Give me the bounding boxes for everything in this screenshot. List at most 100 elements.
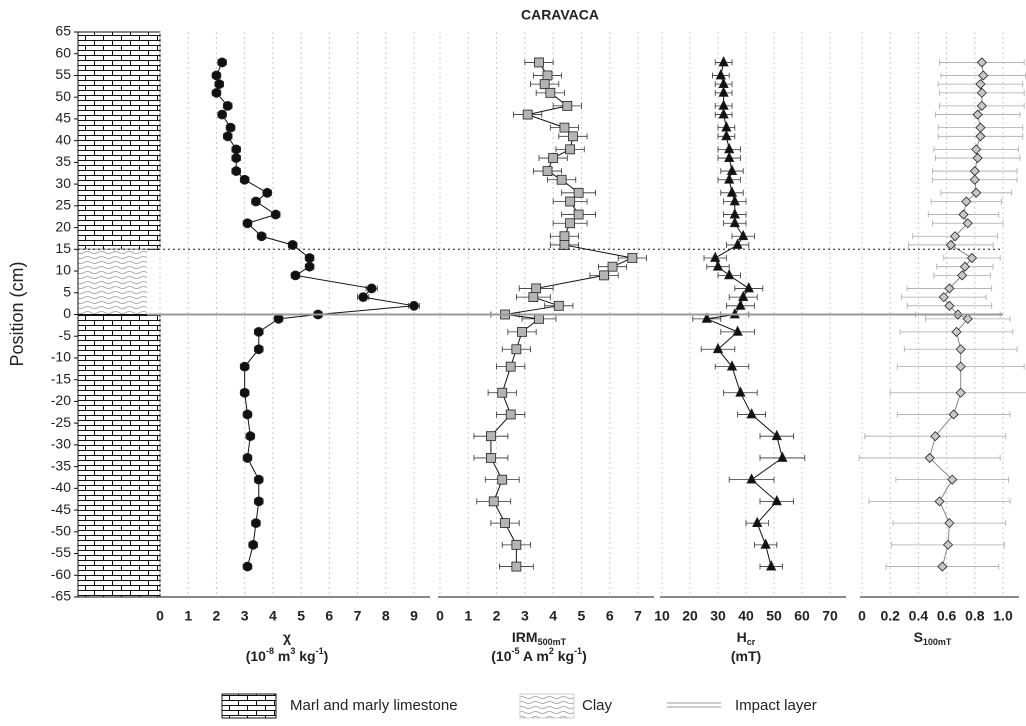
data-point <box>505 361 516 372</box>
data-point <box>701 312 712 323</box>
x-tick-label: 0.6 <box>937 608 957 624</box>
data-point <box>942 539 954 550</box>
x-tick-label: 0.8 <box>965 608 985 624</box>
data-point <box>486 431 496 442</box>
data-point <box>211 87 222 98</box>
label-part: -5 <box>511 646 519 656</box>
data-point <box>242 409 253 420</box>
y-tick-label: -30 <box>51 436 71 452</box>
data-point <box>531 283 542 294</box>
x-tick-label: 2 <box>493 608 501 624</box>
data-point <box>287 240 298 250</box>
lithology-clay <box>78 249 147 315</box>
y-tick-label: 50 <box>55 88 71 104</box>
y-tick-label: 60 <box>55 44 71 60</box>
legend-label: Clay <box>582 697 613 714</box>
y-tick-label: 15 <box>55 240 71 256</box>
y-tick-label: 0 <box>63 305 71 321</box>
data-point <box>718 77 729 89</box>
data-point <box>556 174 567 185</box>
x-tick-label: 5 <box>297 608 305 624</box>
x-tick-label: 4 <box>269 608 277 624</box>
data-point <box>959 261 970 272</box>
y-tick-label: -15 <box>51 370 71 386</box>
data-point <box>627 253 638 263</box>
label-part: (mT) <box>731 648 761 664</box>
data-point <box>760 538 771 549</box>
label-part: 500mT <box>538 637 567 647</box>
x-tick-label: 1 <box>184 608 192 624</box>
data-point <box>497 387 508 398</box>
data-point <box>969 166 980 177</box>
data-point <box>726 360 738 371</box>
y-tick-label: 20 <box>55 218 71 234</box>
data-point <box>565 144 576 155</box>
data-point <box>972 109 983 120</box>
data-point <box>948 409 959 420</box>
data-point <box>534 57 544 68</box>
data-point <box>726 186 738 197</box>
data-point <box>718 108 729 119</box>
y-tick-label: -25 <box>51 414 71 430</box>
data-point <box>253 496 264 507</box>
data-point <box>488 496 499 507</box>
label-part: (10 <box>491 648 511 664</box>
y-tick-label: 55 <box>55 66 71 82</box>
data-point <box>955 361 966 372</box>
label-part: H <box>737 629 747 645</box>
label-part: -8 <box>266 646 274 656</box>
data-point <box>721 121 732 132</box>
data-point <box>976 87 987 98</box>
data-point <box>222 131 233 142</box>
data-point <box>729 208 740 219</box>
data-point <box>239 361 250 372</box>
y-tick-label: 35 <box>55 153 71 169</box>
x-tick-label: 6 <box>325 608 333 624</box>
data-point <box>743 282 754 293</box>
data-point <box>729 216 740 228</box>
data-point <box>562 100 573 111</box>
data-point <box>231 144 242 155</box>
data-point <box>270 209 281 220</box>
data-point <box>607 261 618 272</box>
data-point <box>505 409 516 420</box>
label-part: A m <box>520 648 549 664</box>
data-point <box>975 131 986 142</box>
data-point <box>559 240 570 250</box>
data-point <box>253 474 264 485</box>
label-part: IRM <box>512 629 538 645</box>
lithology-marl <box>77 31 161 250</box>
data-point <box>930 431 941 442</box>
data-point <box>712 260 724 271</box>
x-tick-label: 20 <box>682 608 698 624</box>
data-point <box>955 387 966 398</box>
data-point <box>245 431 256 442</box>
x-tick-label: 60 <box>794 608 810 624</box>
x-tick-label: 0.4 <box>909 608 929 624</box>
x-tick-label: 1.0 <box>993 608 1013 624</box>
label-part: cr <box>747 637 756 647</box>
y-tick-label: 25 <box>55 197 71 213</box>
label-part: χ <box>283 629 291 645</box>
data-point <box>975 122 986 133</box>
label-part: 2 <box>549 646 554 656</box>
label-part: kg <box>554 648 574 664</box>
data-point <box>542 166 553 176</box>
data-point <box>735 299 746 310</box>
data-point <box>251 518 261 529</box>
label-part: (10 <box>246 648 266 664</box>
data-point <box>497 474 508 485</box>
data-point <box>712 342 724 354</box>
data-point <box>545 87 556 98</box>
data-point <box>573 209 584 220</box>
data-point <box>735 386 746 397</box>
data-point <box>732 325 743 336</box>
label-part: 3 <box>290 646 295 656</box>
data-point <box>253 344 264 355</box>
y-tick-label: -50 <box>51 523 71 539</box>
data-point <box>732 238 743 249</box>
x-tick-label: 9 <box>410 608 418 624</box>
label-part: m <box>274 648 290 664</box>
data-point <box>971 144 982 155</box>
